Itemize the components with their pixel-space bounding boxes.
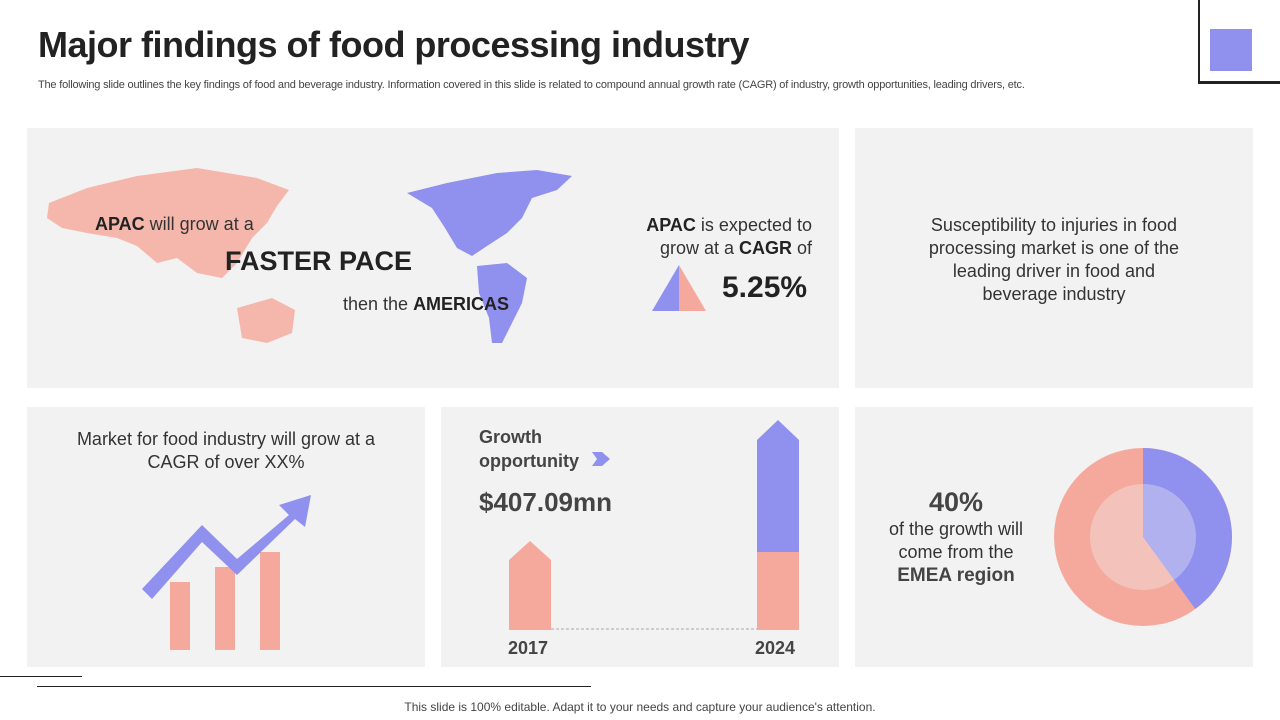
- market-panel: Market for food industry will grow at a …: [27, 407, 425, 667]
- emea-panel: 40% of the growth will come from the EMEA …: [855, 407, 1253, 667]
- donut-slice-emea: [1143, 448, 1232, 610]
- emea-percent: 40%: [929, 487, 984, 517]
- growth-panel: Growth opportunity $407.09mn 2017 2024: [441, 407, 839, 667]
- bar-2017: [509, 541, 551, 630]
- page-title: Major findings of food processing indust…: [38, 24, 750, 65]
- growth-label: Growth opportunity: [479, 427, 579, 471]
- cagr-text: APAC is expected to grow at a CAGR of: [646, 215, 812, 258]
- emea-text: of the growth will come from the EMEA regi…: [888, 519, 1024, 586]
- driver-panel: Susceptibility to injuries in food proce…: [855, 128, 1253, 388]
- growth-bars: [509, 420, 799, 630]
- footer-line: [37, 686, 591, 687]
- corner-square: [1210, 29, 1252, 71]
- growth-value: $407.09mn: [479, 487, 612, 517]
- chevron-right-icon: [592, 452, 610, 466]
- pyramid-icon: [652, 265, 706, 311]
- year-2024: 2024: [755, 638, 796, 658]
- footer-line-short: [0, 676, 82, 677]
- faster-pace-text: FASTER PACE: [225, 246, 413, 276]
- bar-2024-growth: [757, 420, 799, 552]
- growth-arrow-chart-icon: [142, 495, 311, 650]
- footer-text: This slide is 100% editable. Adapt it to…: [404, 700, 876, 714]
- cagr-value: 5.25%: [722, 271, 808, 304]
- map-panel: APAC will grow at a FASTER PACE then the…: [27, 128, 839, 388]
- emea-donut-chart: [1054, 448, 1232, 626]
- page-subtitle: The following slide outlines the key fin…: [38, 79, 1025, 91]
- corner-decoration: [1198, 0, 1280, 84]
- world-map-icon: [47, 168, 572, 343]
- americas-text: then the AMERICAS: [343, 294, 510, 314]
- year-2017: 2017: [508, 638, 549, 658]
- driver-text: Susceptibility to injuries in food proce…: [928, 215, 1180, 304]
- apac-growth-text: APAC will grow at a: [95, 214, 254, 234]
- donut-hole: [1090, 484, 1196, 590]
- bar-2024-base: [757, 552, 799, 630]
- market-text: Market for food industry will grow at a …: [76, 429, 376, 472]
